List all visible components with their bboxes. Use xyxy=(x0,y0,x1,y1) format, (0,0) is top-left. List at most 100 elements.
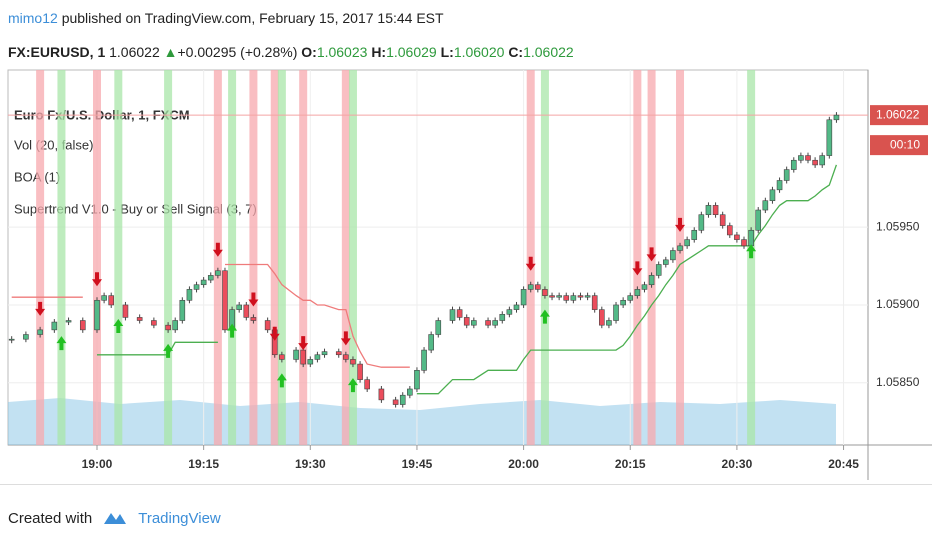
buy-arrow xyxy=(227,323,238,338)
candle xyxy=(79,320,86,331)
brand[interactable]: TradingView xyxy=(138,509,221,527)
candle xyxy=(151,320,157,326)
candle xyxy=(250,317,257,321)
candle xyxy=(691,229,698,240)
signal-band xyxy=(93,70,101,445)
candle xyxy=(435,320,442,335)
candle xyxy=(463,317,470,326)
candle xyxy=(819,155,826,166)
candle xyxy=(712,205,719,216)
buy-arrow xyxy=(163,343,174,358)
candle xyxy=(222,270,228,331)
candle xyxy=(236,304,242,310)
candle xyxy=(648,275,655,286)
candle xyxy=(399,394,406,405)
buy-arrow xyxy=(347,378,358,393)
candle xyxy=(726,225,733,236)
candle xyxy=(186,289,193,301)
plot-frame xyxy=(7,69,869,446)
change: +0.00295 (+0.28%) xyxy=(177,44,298,60)
candle xyxy=(300,349,306,365)
signal-band xyxy=(633,70,642,445)
x-tick-label: 20:00 xyxy=(508,457,539,471)
countdown-tag xyxy=(870,135,928,156)
candle xyxy=(172,320,179,331)
candle xyxy=(798,155,804,161)
up-arrow: ▲ xyxy=(163,44,178,60)
signal-band xyxy=(213,70,222,445)
candle xyxy=(108,295,115,306)
candle xyxy=(570,295,577,301)
c-label: C: xyxy=(508,44,524,60)
candle xyxy=(193,284,200,290)
sell-arrow xyxy=(298,336,309,351)
signal-band xyxy=(36,70,45,445)
candle xyxy=(101,295,107,301)
candle xyxy=(734,234,740,240)
l-label: L: xyxy=(440,44,454,60)
chart: Euro Fx/U.S. Dollar, 1, FXCM Vol (20, fa… xyxy=(7,69,932,480)
candle xyxy=(527,284,534,290)
x-tick-label: 20:15 xyxy=(615,457,646,471)
legend-item: Supertrend V1.0 - Buy or Sell Signal (3,… xyxy=(14,201,257,216)
candle xyxy=(776,180,783,191)
candle xyxy=(293,349,299,360)
candle xyxy=(335,351,342,356)
author[interactable]: mimo12 xyxy=(8,10,58,26)
publish-line: mimo12 published on TradingView.com, Feb… xyxy=(8,10,444,26)
signal-band xyxy=(57,70,66,445)
candle xyxy=(350,359,356,365)
candle xyxy=(634,289,641,296)
signal-band xyxy=(676,70,685,445)
buy-arrow xyxy=(56,336,67,351)
signal-band xyxy=(348,70,357,445)
candle xyxy=(428,334,434,351)
candle xyxy=(705,205,712,216)
candle xyxy=(833,114,840,121)
h-label: H: xyxy=(371,44,387,60)
candle xyxy=(307,359,314,365)
candle xyxy=(215,270,221,276)
candle xyxy=(407,388,413,396)
candle xyxy=(449,309,456,321)
candle xyxy=(606,320,612,326)
candle xyxy=(790,159,797,170)
candle xyxy=(826,119,833,156)
candle xyxy=(165,324,171,331)
signal-band xyxy=(341,70,350,445)
x-tick-label: 19:00 xyxy=(82,457,113,471)
candle xyxy=(599,309,605,326)
o: 1.06023 xyxy=(316,44,368,60)
y-tick-label: 1.05900 xyxy=(876,297,920,311)
footer: Created with TradingView xyxy=(8,508,221,528)
candle xyxy=(364,379,370,390)
candle xyxy=(662,259,669,265)
candle xyxy=(542,289,548,296)
candle xyxy=(23,334,29,340)
candle xyxy=(37,329,43,335)
candle xyxy=(684,239,690,247)
legend-item: Vol (20, false) xyxy=(14,137,94,152)
candle xyxy=(655,264,662,276)
candle xyxy=(549,295,555,298)
candle xyxy=(314,354,321,360)
signal-band xyxy=(228,70,237,445)
candle xyxy=(94,299,100,331)
signal-band xyxy=(540,70,549,445)
x-tick-label: 20:45 xyxy=(828,457,859,471)
candle xyxy=(8,338,15,341)
candle xyxy=(577,295,584,298)
published: published on TradingView.com, February 1… xyxy=(61,10,444,26)
candle xyxy=(591,295,598,310)
candle xyxy=(613,304,619,321)
candle xyxy=(264,320,271,331)
candle xyxy=(207,275,214,281)
candle xyxy=(357,363,363,380)
candle xyxy=(122,304,129,318)
candle xyxy=(279,354,285,360)
signal-band xyxy=(277,70,286,445)
candle xyxy=(741,239,747,247)
candle xyxy=(243,304,250,318)
candle xyxy=(627,295,634,301)
candle xyxy=(556,295,562,298)
